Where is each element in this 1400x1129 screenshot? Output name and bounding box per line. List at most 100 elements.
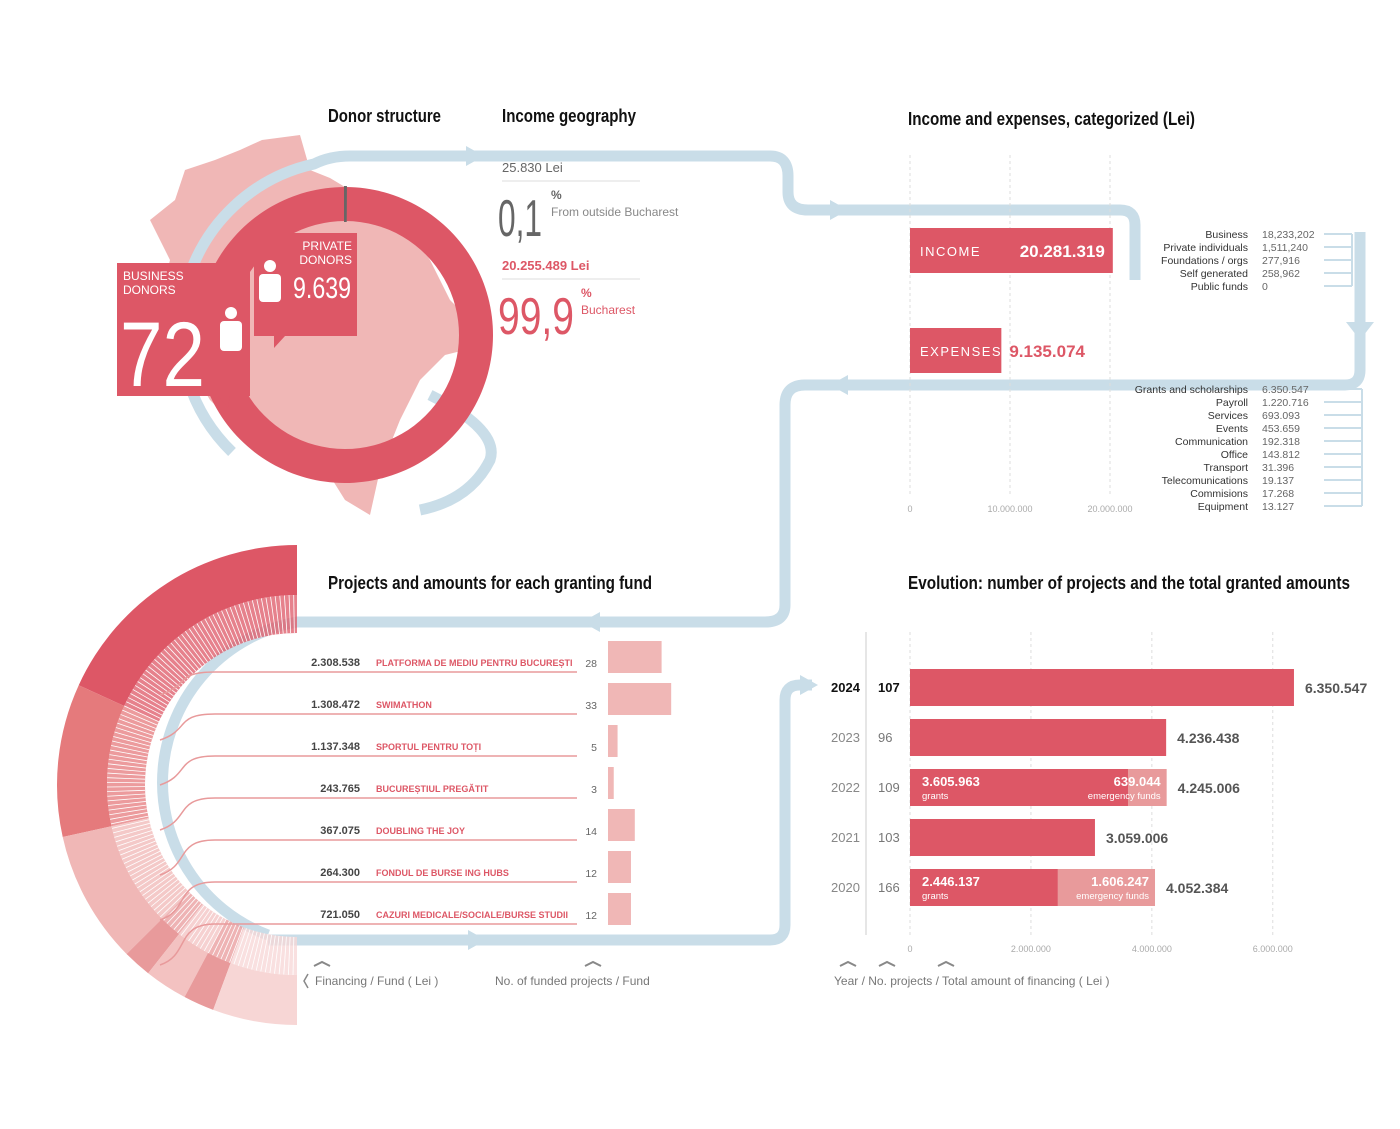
connector-curve: [159, 923, 577, 966]
project-count: 14: [585, 826, 597, 838]
project-count: 12: [585, 910, 597, 922]
segment-label: 2.446.137: [922, 874, 980, 889]
value-label: 0,1: [498, 190, 542, 248]
hatch: [292, 936, 295, 975]
project-count: 28: [585, 658, 597, 670]
connector-curve: [159, 755, 577, 786]
total-label: 4.052.384: [1166, 880, 1228, 896]
breakdown-value: 1.220.716: [1262, 397, 1309, 409]
hatch: [251, 600, 262, 638]
business-box: [117, 263, 250, 408]
hatch: [115, 830, 153, 843]
hatch: [120, 840, 156, 856]
hatch: [160, 652, 189, 680]
project-bar: [608, 641, 662, 673]
sunburst-inner: [124, 595, 297, 722]
project-count: 33: [585, 700, 597, 712]
segment-name: grants: [922, 791, 949, 802]
hatch: [108, 804, 147, 811]
amount-label: 1.308.472: [311, 699, 360, 711]
breakdown-label: Equipment: [1198, 501, 1248, 513]
breakdown-label: Business: [1205, 229, 1248, 241]
hatch: [184, 631, 208, 663]
unit: %: [551, 188, 562, 202]
breakdown-label: Foundations / orgs: [1161, 255, 1248, 267]
chevron: [313, 960, 331, 967]
breakdown-value: 18,233,202: [1262, 229, 1315, 241]
person-icon: [220, 260, 281, 351]
hatch: [120, 714, 157, 729]
project-count: 109: [878, 780, 900, 795]
section-title: Income and expenses, categorized (Lei): [908, 109, 1195, 129]
sunburst-inner: [107, 706, 159, 827]
hatch: [279, 595, 284, 634]
project-count: 3: [591, 784, 597, 796]
bar: [910, 228, 1113, 273]
x-tick-label: 4.000.000: [1132, 944, 1172, 954]
bar: [910, 328, 1002, 373]
donor-value: 72: [120, 304, 205, 406]
unit: %: [581, 286, 592, 300]
hatch: [140, 677, 172, 700]
axis-label: Year / No. projects / Total amount of fi…: [834, 974, 1109, 988]
hatch: [109, 754, 148, 762]
donut-segment: [344, 185, 347, 223]
value-label: 9.135.074: [1009, 342, 1085, 361]
hatch: [242, 602, 255, 640]
hatch: [111, 819, 150, 829]
hatch: [216, 922, 234, 958]
segment-name: emergency funds: [1076, 891, 1149, 902]
arrow: [582, 612, 600, 632]
hatch: [293, 595, 295, 634]
hatch: [151, 662, 181, 688]
breakdown-label: Telecomunications: [1162, 475, 1248, 487]
sunburst-segment: [148, 934, 209, 998]
breakdown-value: 0: [1262, 281, 1268, 293]
hatch: [110, 815, 149, 825]
hatch: [177, 902, 202, 933]
hatch: [114, 826, 151, 838]
hatch: [122, 709, 158, 726]
hatch: [284, 595, 288, 634]
year-label: 2024: [831, 680, 861, 695]
sunburst-inner: [208, 919, 244, 964]
project-count: 12: [585, 868, 597, 880]
hatch: [126, 701, 161, 719]
amount-label: 1.137.348: [311, 741, 360, 753]
hatch: [108, 801, 146, 806]
hatch: [216, 612, 234, 648]
hatch: [121, 844, 158, 860]
amount-label: 20.255.489 Lei: [502, 258, 589, 273]
hatch: [107, 797, 146, 802]
hatch: [167, 645, 194, 675]
hatch: [200, 620, 221, 655]
hatch: [124, 705, 159, 723]
breakdown-label: Communication: [1175, 436, 1248, 448]
arrow: [800, 675, 818, 695]
hatch: [192, 625, 215, 659]
project-bar: [608, 893, 631, 925]
hatch: [242, 930, 254, 968]
hatch: [270, 596, 277, 635]
hatch: [203, 917, 224, 952]
hatch: [208, 616, 227, 651]
hatch: [212, 614, 231, 649]
hatch: [127, 854, 162, 873]
amount-label: 367.075: [320, 825, 360, 837]
hatch: [115, 727, 153, 740]
hatch: [220, 924, 237, 960]
project-bar: [608, 809, 635, 841]
project-bar: [608, 767, 614, 799]
hatch: [145, 669, 177, 694]
hatch: [212, 920, 230, 956]
x-tick-label: 0: [907, 504, 912, 514]
bar-segment: [1128, 769, 1167, 806]
hatch: [154, 659, 184, 685]
breakdown-label: Self generated: [1180, 268, 1248, 280]
segment-label: 1.606.247: [1091, 874, 1149, 889]
x-tick-label: 6.000.000: [1253, 944, 1293, 954]
project-count: 5: [591, 742, 597, 754]
axis-label: No. of funded projects / Fund: [495, 974, 650, 988]
hatch: [251, 932, 262, 970]
